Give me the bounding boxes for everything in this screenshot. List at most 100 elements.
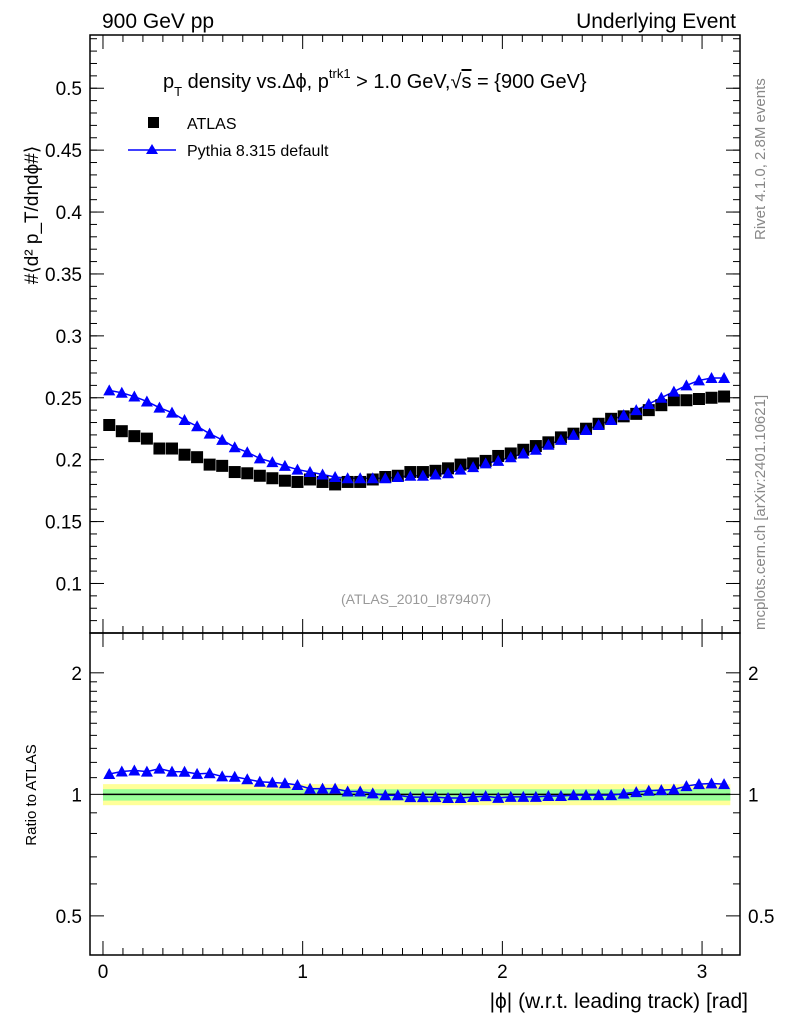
ratio-data-point: [454, 791, 467, 803]
atlas-data-point: [153, 442, 166, 455]
legend-label-atlas: ATLAS: [187, 116, 237, 133]
y-tick-label: 0.3: [56, 327, 82, 348]
ratio-data-point: [253, 775, 266, 787]
pythia-data-point: [128, 390, 141, 402]
atlas-data-point: [140, 432, 153, 445]
pythia-data-point: [291, 463, 304, 475]
ratio-data-point: [605, 789, 618, 801]
ratio-data-point: [153, 762, 166, 774]
ratio-data-point: [241, 773, 254, 785]
x-tick-label: 3: [697, 962, 708, 983]
pythia-data-point: [404, 469, 417, 481]
ratio-data-point: [329, 782, 342, 794]
pythia-data-point: [667, 385, 680, 397]
pythia-data-point: [605, 414, 618, 426]
title-sub: T: [174, 84, 182, 99]
atlas-data-point: [278, 474, 291, 487]
atlas-data-point: [191, 451, 204, 464]
watermark: (ATLAS_2010_I879407): [341, 591, 491, 607]
ratio-data-point: [718, 778, 731, 790]
title-sqrt: √: [451, 71, 462, 93]
ratio-data-point: [115, 765, 128, 777]
ratio-data-point: [442, 792, 455, 804]
y-axis-label-ratio: Ratio to ATLAS: [23, 744, 40, 845]
ratio-data-point: [542, 789, 555, 801]
ratio-y-tick-label: 1: [71, 785, 82, 806]
ratio-data-point: [278, 777, 291, 789]
ratio-data-point: [103, 768, 116, 780]
ratio-data-point: [316, 782, 329, 794]
ratio-data-point: [479, 790, 492, 802]
pythia-data-point: [379, 472, 392, 484]
pythia-data-point: [140, 395, 153, 407]
ratio-data-point: [178, 765, 191, 777]
pythia-data-point: [429, 468, 442, 480]
pythia-data-point: [354, 472, 367, 484]
y-tick-label: 0.15: [45, 513, 82, 534]
ratio-data-point: [128, 764, 141, 776]
pythia-data-point: [630, 404, 643, 416]
atlas-data-point: [266, 472, 279, 485]
pythia-data-point: [718, 371, 731, 383]
title-pt: p: [163, 71, 174, 93]
ratio-y-tick-label-right: 1: [748, 785, 759, 806]
ratio-data-point: [404, 791, 417, 803]
y-axis-label-main: #⟨d² p_T/dηdϕ#⟩: [22, 146, 43, 285]
atlas-data-point: [228, 466, 241, 479]
atlas-data-point: [680, 394, 693, 407]
pythia-data-point: [705, 371, 718, 383]
pythia-data-point: [178, 414, 191, 426]
pythia-data-point: [103, 384, 116, 396]
y-tick-label: 0.25: [45, 389, 82, 410]
ratio-data-point: [529, 790, 542, 802]
ratio-data-point: [504, 790, 517, 802]
atlas-data-point: [103, 419, 116, 431]
x-tick-label: 1: [297, 962, 308, 983]
pythia-data-point: [228, 441, 241, 453]
svg-text:pT density vs.Δϕ, ptrk1 > 1.0: pT density vs.Δϕ, ptrk1 > 1.0 GeV,√s = {…: [163, 66, 587, 99]
pythia-data-point: [542, 438, 555, 450]
ratio-data-point: [567, 789, 580, 801]
atlas-data-point: [291, 475, 304, 488]
atlas-data-point: [203, 458, 216, 471]
title-end: = {900 GeV}: [471, 71, 586, 93]
pythia-data-point: [617, 409, 630, 421]
pythia-data-point: [529, 443, 542, 455]
ratio-data-point: [266, 776, 279, 788]
pythia-data-point: [329, 471, 342, 482]
ratio-data-point: [580, 789, 593, 801]
pythia-data-point: [153, 401, 166, 413]
rivet-label: Rivet 4.1.0, 2.8M events: [752, 78, 769, 240]
y-tick-label: 0.4: [56, 203, 83, 224]
ratio-data-point: [642, 784, 655, 796]
y-tick-label: 0.5: [56, 79, 82, 100]
y-tick-label: 0.45: [45, 141, 82, 162]
title-s: s: [461, 71, 471, 93]
atlas-data-point: [718, 390, 731, 403]
atlas-data-point: [241, 467, 254, 480]
legend: ATLAS Pythia 8.315 default: [128, 116, 329, 160]
title-sup: trk1: [329, 66, 351, 81]
ratio-data-point: [680, 780, 693, 792]
pythia-data-point: [216, 433, 229, 445]
atlas-data-point: [165, 442, 178, 455]
ratio-y-tick-label-right: 2: [748, 664, 759, 685]
pythia-data-point: [504, 451, 517, 463]
y-tick-label: 0.35: [45, 265, 82, 286]
pythia-data-point: [304, 466, 317, 478]
legend-label-pythia: Pythia 8.315 default: [187, 143, 329, 160]
pythia-data-point: [165, 406, 178, 418]
pythia-data-point: [253, 452, 266, 464]
ratio-data-point: [379, 789, 392, 801]
ratio-data-point: [655, 784, 668, 796]
title-mid: density vs.Δϕ, p: [182, 71, 329, 93]
ratio-data-point: [291, 778, 304, 790]
ratio-data-point: [140, 765, 153, 777]
ratio-data-point: [492, 791, 505, 803]
pythia-data-point: [467, 461, 480, 473]
pythia-data-point: [655, 391, 668, 403]
ratio-data-point: [416, 791, 429, 803]
ratio-data-point: [592, 789, 605, 801]
ratio-data-point: [467, 791, 480, 803]
